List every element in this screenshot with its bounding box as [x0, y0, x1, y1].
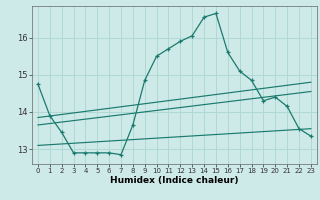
X-axis label: Humidex (Indice chaleur): Humidex (Indice chaleur) [110, 176, 239, 185]
